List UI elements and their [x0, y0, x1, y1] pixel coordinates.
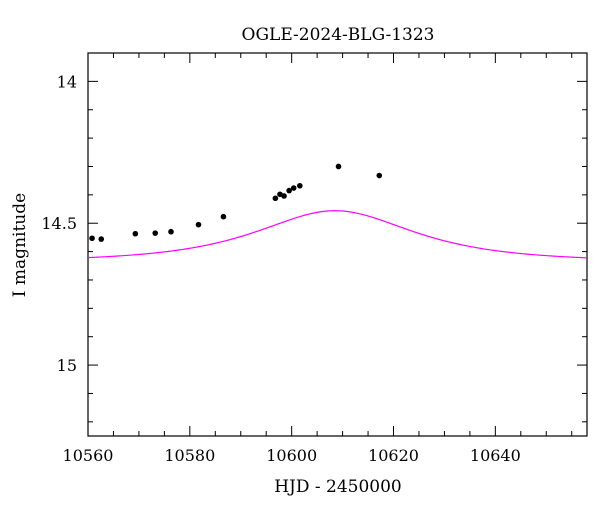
plot-frame: [87, 52, 588, 437]
y-axis-label: I magnitude: [10, 193, 30, 297]
y-tick-label: 15: [57, 356, 77, 375]
x-tick-label: 10640: [470, 446, 521, 465]
data-point: [286, 187, 292, 194]
y-tick-label: 14.5: [41, 214, 77, 233]
x-tick-label: 10600: [266, 446, 317, 465]
data-point: [89, 235, 95, 242]
data-point: [335, 163, 342, 170]
data-point: [220, 213, 227, 220]
x-tick-label: 10560: [63, 446, 114, 465]
data-point: [98, 236, 105, 242]
x-tick-label: 10580: [164, 446, 215, 465]
model-curve: [87, 210, 588, 259]
y-tick-label: 14: [57, 72, 77, 91]
data-point: [281, 193, 287, 199]
x-axis-label: HJD - 2450000: [274, 477, 402, 497]
data-point: [168, 228, 174, 235]
x-tick-labels: 10560 10580 10600 10620 10640: [63, 446, 521, 465]
data-points: [89, 163, 383, 242]
data-point: [132, 230, 139, 237]
data-point: [272, 195, 279, 202]
y-tick-labels: 14 14.5 15: [41, 72, 77, 375]
data-point: [290, 185, 297, 191]
data-point: [195, 221, 202, 228]
data-point: [376, 172, 383, 179]
x-tick-label: 10620: [368, 446, 419, 465]
chart-title: OGLE-2024-BLG-1323: [242, 25, 435, 45]
data-point: [152, 230, 159, 236]
y-ticks: [88, 52, 587, 423]
data-point: [297, 182, 303, 189]
x-ticks: [87, 53, 573, 436]
